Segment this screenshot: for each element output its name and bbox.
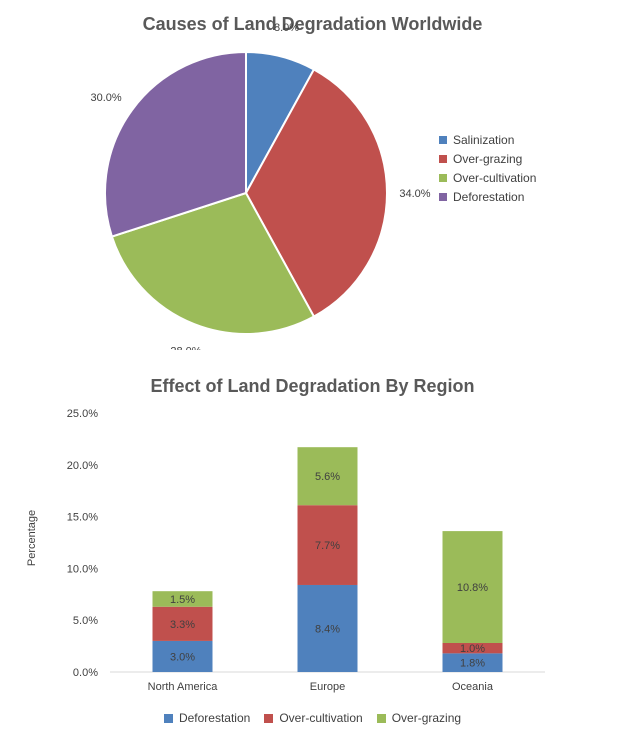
pie-chart-canvas: 8.0% 34.0% 28.0% 30.0% [91,22,431,350]
bar-europe-over-grazing [297,447,358,506]
legend-swatch [163,713,173,723]
legend-item-over-cultivation: Over-cultivation [439,168,536,187]
bar-data-label: 3.3% [170,619,195,631]
x-tick-label: Europe [310,681,345,693]
y-tick-label: 25.0% [67,408,98,420]
bar-data-label: 5.6% [315,471,340,483]
bar-data-label: 8.4% [315,623,340,635]
legend-swatch [439,135,447,144]
legend-label: Over-cultivation [453,170,537,185]
pie-chart-title: Causes of Land Degradation Worldwide [142,14,483,34]
legend-item-deforestation: Deforestation [439,187,536,206]
y-tick-label: 5.0% [73,615,98,627]
bar-data-label: 1.0% [460,643,485,655]
bar-data-label: 1.5% [170,594,195,606]
pie-data-label: 8.0% [274,22,299,34]
legend-item-over-grazing: Over-grazing [376,711,462,725]
bar-legend: Deforestation Over-cultivation Over-grazin… [0,711,625,725]
bar-data-label: 10.8% [457,582,488,594]
bar-data-label: 3.0% [170,651,195,663]
legend-item-salinization: Salinization [439,130,536,149]
pie-slice-over-grazing [244,68,388,318]
pie-slice-over-cultivation [110,191,316,335]
bar-data-label: 1.8% [460,658,485,670]
bar-oceania-over-cultivation [442,642,503,654]
bar-europe-over-cultivation [297,505,358,585]
legend-label: Salinization [453,132,515,147]
pie-data-label: 30.0% [91,92,122,104]
pie-data-label: 34.0% [399,188,430,200]
bar-north-america-over-cultivation [152,606,213,641]
legend-label: Over-grazing [391,711,462,725]
bar-chart: Effect of Land Degradation By Region Per… [0,370,625,739]
legend-swatch [439,173,447,182]
legend-item-deforestation: Deforestation [163,711,251,725]
legend-label: Deforestation [178,711,251,725]
pie-data-label: 28.0% [170,346,201,350]
bar-north-america-over-grazing [152,591,213,607]
pie-slice-deforestation [104,50,247,238]
legend-label: Over-cultivation [279,711,363,725]
legend-item-over-grazing: Over-grazing [439,149,536,168]
x-tick-label: North America [148,681,219,693]
bar-north-america-deforestation [152,640,213,672]
pie-legend: Salinization Over-grazing Over-cultivation… [439,130,536,206]
bar-chart-canvas: 0.0% 5.0% 10.0% 15.0% 20.0% 25.0% 3.0% 3.3% 1.5%… [67,408,545,693]
y-tick-label: 20.0% [67,460,98,472]
bar-europe-deforestation [297,584,358,672]
pie-chart: Causes of Land Degradation Worldwide 8.0… [0,0,625,350]
bar-data-label: 7.7% [315,540,340,552]
legend-label: Deforestation [453,189,525,204]
legend-swatch [264,713,274,723]
legend-swatch [439,154,447,163]
y-tick-label: 10.0% [67,563,98,575]
legend-swatch [376,713,386,723]
bar-oceania-deforestation [442,653,503,672]
legend-item-over-cultivation: Over-cultivation [264,711,363,725]
bar-chart-title: Effect of Land Degradation By Region [150,376,475,396]
y-tick-label: 15.0% [67,512,98,524]
legend-label: Over-grazing [453,151,523,166]
bar-oceania-over-grazing [442,531,503,643]
x-tick-label: Oceania [452,681,494,693]
y-tick-label: 0.0% [73,667,98,679]
legend-swatch [439,192,447,201]
